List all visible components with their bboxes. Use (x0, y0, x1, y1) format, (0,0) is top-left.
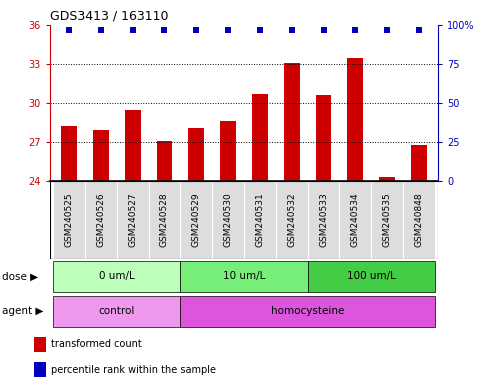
Bar (53, 261, 180, 292)
Text: GSM240848: GSM240848 (414, 193, 424, 247)
Text: GSM240526: GSM240526 (97, 193, 105, 247)
Bar (93, 130, 109, 181)
Point (129, 26, 137, 33)
Point (256, 26, 264, 33)
Bar (244, 181, 276, 259)
Bar (156, 141, 172, 181)
Point (161, 26, 169, 33)
Point (192, 26, 200, 33)
Bar (53, 181, 85, 259)
Bar (117, 181, 149, 259)
Text: GSM240528: GSM240528 (160, 193, 169, 247)
Bar (340, 181, 371, 259)
Bar (315, 95, 331, 181)
Point (97, 26, 105, 33)
Bar (252, 94, 268, 181)
Bar (180, 296, 435, 327)
Bar (180, 181, 212, 259)
Point (224, 26, 232, 33)
Text: GSM240534: GSM240534 (351, 193, 360, 247)
Text: percentile rank within the sample: percentile rank within the sample (51, 365, 216, 375)
Text: control: control (99, 306, 135, 316)
Bar (379, 177, 395, 181)
Text: agent ▶: agent ▶ (2, 306, 44, 316)
Text: homocysteine: homocysteine (271, 306, 344, 316)
Point (320, 26, 327, 33)
Bar (149, 181, 180, 259)
Point (288, 26, 296, 33)
Bar (411, 145, 427, 181)
Text: 10 um/L: 10 um/L (223, 271, 265, 281)
Bar (403, 181, 435, 259)
Text: GSM240529: GSM240529 (192, 193, 201, 247)
Text: GSM240531: GSM240531 (256, 193, 264, 247)
Bar (34, 337, 46, 352)
Text: GSM240530: GSM240530 (224, 193, 233, 247)
Bar (188, 128, 204, 181)
Bar (125, 109, 141, 181)
Point (352, 26, 359, 33)
Bar (34, 362, 46, 377)
Point (383, 26, 391, 33)
Text: GSM240532: GSM240532 (287, 193, 296, 247)
Bar (61, 126, 77, 181)
Bar (212, 181, 244, 259)
Bar (85, 181, 117, 259)
Text: GSM240527: GSM240527 (128, 193, 137, 247)
Bar (53, 296, 180, 327)
Text: GDS3413 / 163110: GDS3413 / 163110 (50, 10, 169, 22)
Point (415, 26, 423, 33)
Bar (180, 261, 308, 292)
Bar (276, 181, 308, 259)
Text: transformed count: transformed count (51, 339, 142, 349)
Bar (308, 261, 435, 292)
Bar (220, 121, 236, 181)
Text: GSM240525: GSM240525 (65, 193, 73, 247)
Text: dose ▶: dose ▶ (2, 271, 39, 281)
Text: GSM240533: GSM240533 (319, 193, 328, 247)
Text: 100 um/L: 100 um/L (347, 271, 396, 281)
Bar (284, 63, 299, 181)
Bar (371, 181, 403, 259)
Bar (347, 58, 363, 181)
Bar (308, 181, 340, 259)
Point (65, 26, 73, 33)
Text: 0 um/L: 0 um/L (99, 271, 135, 281)
Text: GSM240535: GSM240535 (383, 193, 392, 247)
